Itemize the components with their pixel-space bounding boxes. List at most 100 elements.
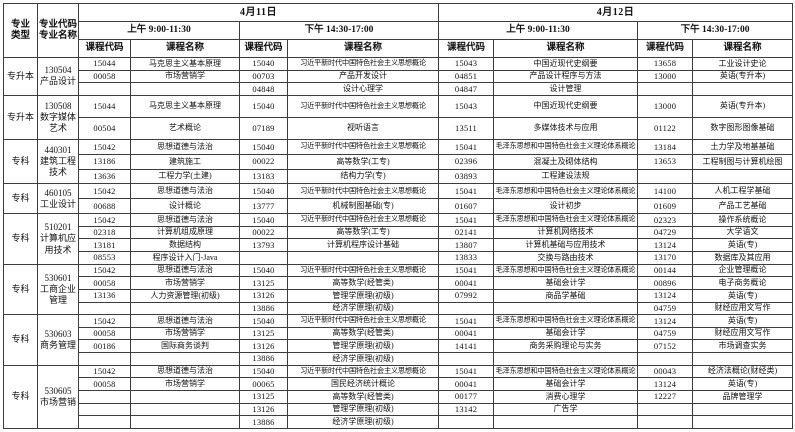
course-name-cell: 习近平新时代中国特色社会主义思想概论: [286, 263, 440, 278]
course-name-header: 课程名称: [692, 39, 794, 58]
course-code-cell: 00041: [438, 377, 495, 391]
course-name-cell: 管理学原理(初级): [286, 339, 440, 354]
course-code-cell: 00022: [239, 225, 288, 240]
course-name-cell: 设计概论: [130, 198, 240, 215]
course-code-cell: 15040: [239, 139, 288, 155]
course-code-cell: 13658: [637, 57, 694, 71]
course-code-cell: 13126: [239, 402, 288, 417]
course-code-cell: 15044: [78, 94, 131, 118]
course-name-cell: 英语(专): [692, 288, 794, 303]
schedule-row: 专科 440301 建筑工程 技术 15042 思想道德与法治 15040 习近平新时代中…: [3, 139, 794, 185]
session-header-apr11-morning: 上午 9:00-11:30: [78, 21, 240, 40]
course-name-cell: [692, 402, 794, 417]
course-name-cell: 习近平新时代中国特色社会主义思想概论: [286, 314, 440, 328]
course-code-cell: 02396: [438, 153, 495, 170]
course-code-header: 课程代码: [239, 39, 288, 58]
course-code-cell: 13124: [637, 377, 694, 391]
course-code-cell: 15041: [438, 139, 495, 155]
course-name-cell: 工程制图与计算机绘图: [692, 153, 794, 170]
course-name-cell: 经济法概论(财经类): [692, 364, 794, 379]
course-name-cell: [130, 301, 240, 316]
course-code-cell: 04759: [637, 301, 694, 316]
course-code-cell: 00177: [438, 389, 495, 404]
course-name-cell: 设计心理学: [286, 82, 440, 96]
course-code-cell: 13125: [239, 389, 288, 404]
course-name-cell: 计算机网络技术: [493, 225, 639, 240]
course-name-cell: 市场营销学: [130, 377, 240, 391]
course-code-cell: 15040: [239, 314, 288, 328]
schedule-row: 专升本 130508 数字媒体 艺术 15044 马克思主义基本原理 15040 习近平新…: [3, 94, 794, 141]
course-code-cell: 13511: [438, 116, 495, 141]
course-code-cell: 15043: [438, 57, 495, 71]
major-code-name-cell: 130508 数字媒体 艺术: [37, 94, 79, 141]
course-name-cell: 毛泽东思想和中国特色社会主义理论体系概论: [493, 183, 639, 200]
course-name-header: 课程名称: [286, 39, 440, 58]
course-name-cell: [692, 82, 794, 96]
course-code-cell: [637, 402, 694, 417]
course-code-cell: 13142: [438, 402, 495, 417]
course-code-cell: [637, 82, 694, 96]
major-type-cell: 专科: [3, 314, 38, 366]
course-code-cell: 00065: [239, 377, 288, 391]
course-code-cell: 15042: [78, 183, 131, 200]
course-code-cell: 01122: [637, 116, 694, 141]
course-code-cell: 15041: [438, 364, 495, 379]
schedule-row: 13886 经济学原理(初级) 04759 财经应用文写作: [4, 301, 794, 316]
course-code-cell: 13886: [239, 415, 288, 429]
course-name-cell: 高等数学(经管类): [286, 389, 440, 404]
course-name-cell: 高等数学(工专): [286, 225, 440, 240]
course-name-cell: 品牌管理学: [692, 389, 794, 404]
course-code-cell: 15041: [438, 213, 495, 227]
course-code-cell: [637, 352, 694, 366]
course-name-cell: 英语(专): [692, 377, 794, 391]
course-name-cell: [130, 352, 240, 366]
date-header-april-11: 4月11日: [77, 3, 440, 22]
schedule-row: 13886 经济学原理(初级): [4, 352, 794, 366]
course-code-cell: 07189: [239, 116, 288, 141]
course-name-cell: 艺术概论: [130, 116, 240, 141]
major-code-name-cell: 530603 商务管理: [37, 314, 79, 366]
course-name-cell: 混凝土及砌体结构: [493, 153, 639, 170]
course-code-cell: [637, 168, 694, 185]
schedule-row: 13186 建筑施工 00022 高等数学(工专) 02396 混凝土及砌体结构 13653…: [4, 153, 794, 170]
course-code-cell: 00058: [78, 276, 131, 290]
session-header-apr11-afternoon: 下午 14:30-17:00: [238, 21, 440, 40]
course-name-cell: 高等数学(经管类): [286, 326, 440, 341]
course-name-cell: 大学语文: [692, 225, 794, 240]
course-code-cell: [239, 251, 288, 265]
course-name-cell: 计算机基础与应用技术: [493, 238, 639, 253]
course-name-cell: [692, 352, 794, 366]
course-name-cell: [130, 415, 240, 429]
course-name-cell: 毛泽东思想和中国特色社会主义理论体系概论: [493, 314, 639, 328]
course-code-cell: 00058: [78, 377, 131, 391]
major-code-name-header: 专业代码 专业名称: [37, 3, 79, 58]
major-type-cell: 专科: [3, 213, 38, 265]
course-code-cell: 15043: [438, 94, 495, 118]
course-code-cell: 13777: [239, 198, 288, 215]
course-name-cell: 商务采购理论与实务: [493, 339, 639, 354]
course-code-cell: 04759: [637, 326, 694, 341]
course-name-cell: 毛泽东思想和中国特色社会主义理论体系概论: [493, 213, 639, 227]
course-name-cell: 经济学原理(初级): [286, 415, 440, 429]
course-code-cell: 13000: [637, 69, 694, 84]
major-type-cell: 专科: [3, 364, 38, 430]
schedule-row: 13636 工程力学(土建) 13183 结构力学(专) 03893 工程建设法规: [4, 168, 794, 185]
course-code-cell: 15042: [78, 314, 131, 328]
course-name-cell: 土力学及地基基础: [692, 139, 794, 155]
course-code-cell: 13124: [637, 314, 694, 328]
schedule-row: 专升本 130504 产品设计 15044 马克思主义基本原理 15040 习近平新时代中…: [3, 57, 794, 96]
course-name-cell: 经济学原理(初级): [286, 352, 440, 366]
course-code-cell: 15042: [78, 364, 131, 379]
schedule-row: 13886 经济学原理(初级): [4, 415, 794, 429]
course-name-cell: 马克思主义基本原理: [130, 57, 240, 71]
course-name-cell: 工业设计史论: [692, 57, 794, 71]
course-code-cell: 13126: [239, 288, 288, 303]
course-code-cell: 04848: [239, 82, 288, 96]
course-code-cell: 13793: [239, 238, 288, 253]
course-name-cell: 市场调查实务: [692, 339, 794, 354]
course-name-cell: 交换与路由技术: [493, 251, 639, 265]
course-name-cell: 马克思主义基本原理: [130, 94, 240, 118]
schedule-row: 13126 管理学原理(初级) 13142 广告学: [4, 402, 794, 417]
course-name-cell: 毛泽东思想和中国特色社会主义理论体系概论: [493, 139, 639, 155]
course-name-cell: 产品设计程序与方法: [493, 69, 639, 84]
